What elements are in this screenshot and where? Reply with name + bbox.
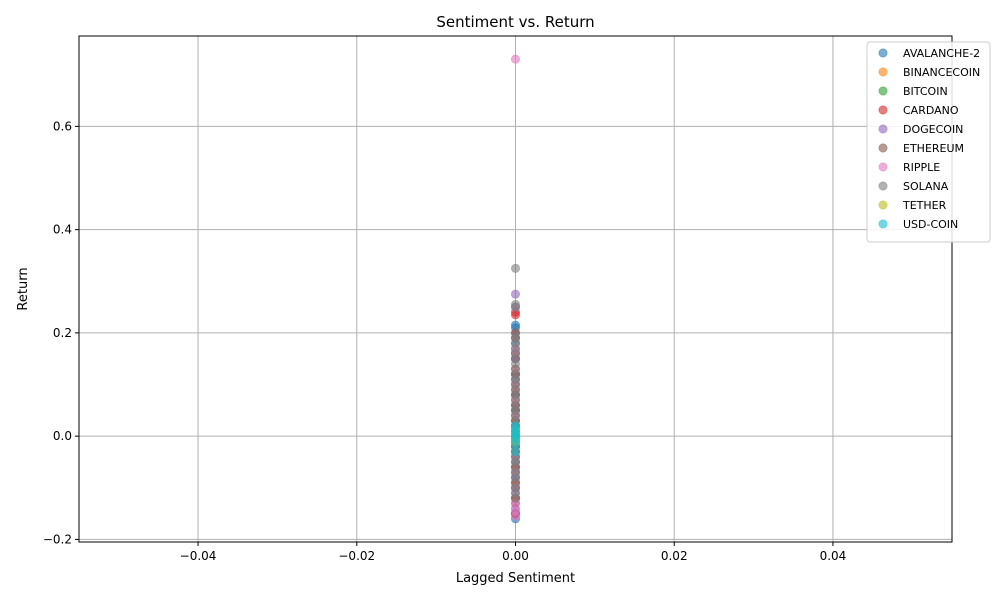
y-axis-ticks: −0.2 0.0 0.2 0.4 0.6: [43, 119, 79, 546]
x-tick-label: 0.04: [820, 549, 847, 563]
data-point: [510, 320, 520, 330]
legend-marker: [878, 200, 888, 210]
y-tick-label: 0.6: [53, 119, 72, 133]
legend-label: RIPPLE: [903, 161, 940, 174]
legend-label: AVALANCHE-2: [903, 47, 980, 60]
legend-marker: [878, 105, 888, 115]
grid-lines: [79, 36, 952, 542]
x-tick-label: −0.02: [338, 549, 375, 563]
legend-marker: [878, 124, 888, 134]
legend-marker: [878, 48, 888, 58]
x-tick-label: −0.04: [180, 549, 217, 563]
x-axis-label: Lagged Sentiment: [456, 571, 575, 586]
legend-box: [866, 41, 991, 243]
data-point: [510, 263, 520, 273]
data-point: [510, 506, 520, 516]
data-points: [510, 54, 520, 524]
data-point: [510, 54, 520, 64]
legend-marker: [878, 162, 888, 172]
data-point: [510, 421, 520, 431]
y-tick-label: 0.2: [53, 326, 72, 340]
legend-label: SOLANA: [903, 180, 949, 193]
x-tick-label: 0.00: [502, 549, 529, 563]
data-point: [510, 299, 520, 309]
data-point: [510, 328, 520, 338]
y-axis-label: Return: [16, 267, 31, 310]
x-axis-ticks: −0.04 −0.02 0.00 0.02 0.04: [180, 542, 847, 563]
legend-marker: [878, 181, 888, 191]
data-point: [510, 289, 520, 299]
y-tick-label: −0.2: [43, 532, 72, 546]
x-tick-label: 0.02: [661, 549, 688, 563]
legend-marker: [878, 67, 888, 77]
legend-label: DOGECOIN: [903, 123, 963, 136]
legend-label: BITCOIN: [903, 85, 948, 98]
legend-marker: [878, 86, 888, 96]
data-point: [510, 447, 520, 457]
legend-marker: [878, 219, 888, 229]
legend-label: BINANCECOIN: [903, 66, 980, 79]
legend-label: CARDANO: [903, 104, 959, 117]
legend-label: USD-COIN: [903, 218, 958, 231]
legend-marker: [878, 143, 888, 153]
chart-title: Sentiment vs. Return: [436, 13, 594, 31]
legend-label: TETHER: [902, 199, 947, 212]
legend: AVALANCHE-2 BINANCECOIN BITCOIN CARDANO DOGE…: [866, 41, 991, 243]
y-tick-label: 0.4: [53, 223, 72, 237]
legend-label: ETHEREUM: [903, 142, 964, 155]
y-tick-label: 0.0: [53, 429, 72, 443]
